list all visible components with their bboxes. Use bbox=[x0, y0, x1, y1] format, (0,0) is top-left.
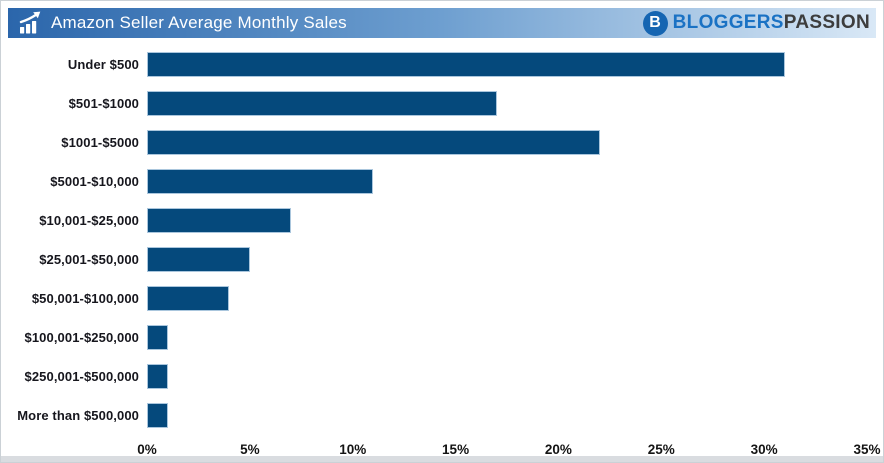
bar-row: $10,001-$25,000 bbox=[9, 201, 867, 240]
category-label: $50,001-$100,000 bbox=[31, 291, 139, 306]
category-label: $100,001-$250,000 bbox=[24, 330, 139, 345]
category-label: $10,001-$25,000 bbox=[39, 213, 139, 228]
bar-row: More than $500,000 bbox=[9, 396, 867, 435]
category-label: $5001-$10,000 bbox=[50, 174, 139, 189]
bar bbox=[147, 208, 291, 233]
bar-row: $1001-$5000 bbox=[9, 123, 867, 162]
bar-area bbox=[147, 403, 867, 428]
category-label: Under $500 bbox=[67, 57, 139, 72]
category-label: $25,001-$50,000 bbox=[39, 252, 139, 267]
x-tick-label: 30% bbox=[750, 442, 778, 457]
bar bbox=[147, 325, 168, 350]
bar-row: Under $500 bbox=[9, 45, 867, 84]
category-label: More than $500,000 bbox=[17, 408, 139, 423]
chart-header: Amazon Seller Average Monthly Sales B BL… bbox=[8, 8, 876, 38]
bar bbox=[147, 286, 230, 311]
bar-row: $25,001-$50,000 bbox=[9, 240, 867, 279]
logo-text-passion: PASSION bbox=[783, 12, 870, 33]
bar bbox=[147, 169, 374, 194]
bar-rows: Under $500 $501-$1000 $1001-$5000 $5001-… bbox=[9, 45, 867, 435]
category-label: $501-$1000 bbox=[68, 96, 139, 111]
category-label: $250,001-$500,000 bbox=[24, 369, 139, 384]
bar bbox=[147, 403, 168, 428]
bar bbox=[147, 247, 250, 272]
x-tick-label: 5% bbox=[240, 442, 260, 457]
x-tick-label: 15% bbox=[442, 442, 470, 457]
bar bbox=[147, 91, 497, 116]
x-tick-label: 10% bbox=[339, 442, 367, 457]
x-tick-label: 35% bbox=[853, 442, 881, 457]
bar-row: $100,001-$250,000 bbox=[9, 318, 867, 357]
bar bbox=[147, 52, 785, 77]
bar-area bbox=[147, 286, 867, 311]
bar-row: $250,001-$500,000 bbox=[9, 357, 867, 396]
bar-chart: Under $500 $501-$1000 $1001-$5000 $5001-… bbox=[9, 45, 881, 462]
logo-b-icon: B bbox=[642, 10, 668, 36]
x-axis: 0% 5% 10% 15% 20% 25% 30% 35% bbox=[137, 438, 880, 462]
bar-area bbox=[147, 52, 867, 77]
bar-row: $50,001-$100,000 bbox=[9, 279, 867, 318]
bar-row: $5001-$10,000 bbox=[9, 162, 867, 201]
growth-chart-icon bbox=[18, 11, 42, 35]
bar-area bbox=[147, 364, 867, 389]
bar-area bbox=[147, 325, 867, 350]
bar-area bbox=[147, 208, 867, 233]
x-tick-label: 0% bbox=[137, 442, 157, 457]
logo-text-bloggers: BLOGGERS bbox=[672, 12, 784, 33]
bar-area bbox=[147, 91, 867, 116]
bar-row: $501-$1000 bbox=[9, 84, 867, 123]
bar-area bbox=[147, 169, 867, 194]
category-label: $1001-$5000 bbox=[61, 135, 139, 150]
bar bbox=[147, 130, 600, 155]
x-tick-label: 20% bbox=[544, 442, 572, 457]
bar-area bbox=[147, 247, 867, 272]
bar bbox=[147, 364, 168, 389]
bloggerspassion-logo: B BLOGGERS PASSION bbox=[642, 10, 870, 36]
x-tick-label: 25% bbox=[647, 442, 675, 457]
bar-area bbox=[147, 130, 867, 155]
chart-title: Amazon Seller Average Monthly Sales bbox=[51, 13, 347, 32]
